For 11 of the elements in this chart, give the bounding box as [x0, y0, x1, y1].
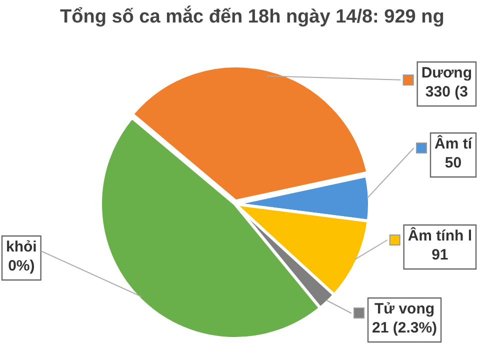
slice-label: khỏi: [6, 238, 37, 256]
legend-label: Âm tính l: [408, 226, 472, 245]
data-label: 21 (2.3%): [372, 320, 438, 337]
chart-title: Tổng số ca mắc đến 18h ngày 14/8: 929 ng: [60, 6, 444, 28]
data-label: 330 (3: [425, 84, 468, 101]
legend-label: Âm tí: [434, 134, 473, 153]
legend-label: Tử vong: [374, 300, 435, 318]
legend-label: Dương: [421, 64, 472, 82]
text: 0%): [8, 258, 35, 275]
data-label: 50: [444, 154, 462, 172]
data-label: 91: [432, 246, 448, 264]
